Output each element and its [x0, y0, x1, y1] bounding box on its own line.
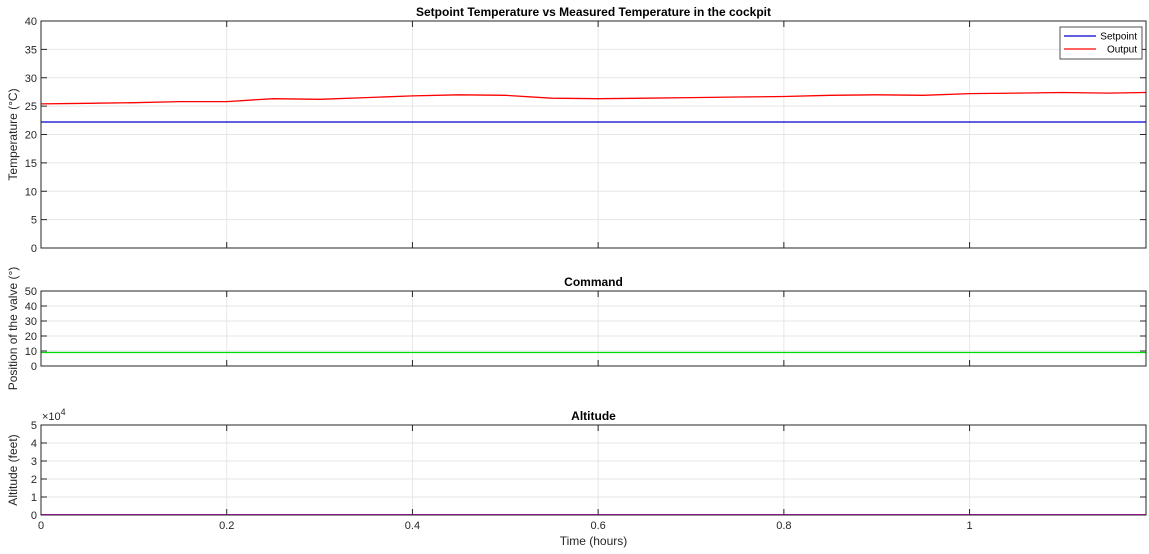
- y-exponent-label: ×104: [42, 407, 66, 423]
- y-axis-label: Position of the valve (°): [6, 267, 20, 391]
- y-tick-label: 5: [31, 215, 37, 227]
- plot-title: Altitude: [571, 409, 616, 423]
- y-tick-label: 3: [31, 456, 37, 468]
- y-tick-label: 1: [31, 492, 37, 504]
- plot-title: Setpoint Temperature vs Measured Tempera…: [416, 5, 771, 19]
- y-axis-label: Altitude (feet): [6, 434, 20, 505]
- legend-box: [1059, 26, 1143, 60]
- panel-3: 0 1 2 3 4 5 0 0.2 0.4 0.6 0.8 1 Altitude Altitude (fe…: [6, 407, 1147, 548]
- y-tick-label: 35: [25, 44, 37, 56]
- x-tick-label: 0.2: [219, 520, 234, 532]
- y-tick-label: 0: [31, 510, 37, 522]
- y-tick-label: 50: [25, 286, 37, 298]
- panel-2: 0 10 20 30 40 50 Command Position of the valve …: [6, 267, 1147, 391]
- x-tick-label: 0.8: [776, 520, 791, 532]
- y-tick-label: 25: [25, 101, 37, 113]
- y-tick-label: 2: [31, 474, 37, 486]
- plot-title: Command: [564, 275, 623, 289]
- x-tick-label: 0.6: [590, 520, 605, 532]
- y-tick-label: 10: [25, 346, 37, 358]
- y-tick-label: 30: [25, 316, 37, 328]
- x-tick-label: 0: [38, 520, 44, 532]
- y-tick-label: 40: [25, 16, 37, 28]
- y-tick-label: 40: [25, 301, 37, 313]
- y-tick-label: 5: [31, 420, 37, 432]
- y-axis-label: Temperature (°C): [6, 88, 20, 180]
- legend: Setpoint Output: [1059, 26, 1143, 60]
- y-tick-label: 20: [25, 130, 37, 142]
- series-line-output: [40, 91, 1147, 105]
- y-tick-label: 15: [25, 158, 37, 170]
- y-tick-label: 0: [31, 361, 37, 373]
- x-axis-label: Time (hours): [560, 534, 628, 548]
- axes-box: [40, 290, 1147, 367]
- y-tick-label: 30: [25, 73, 37, 85]
- y-tick-label: 10: [25, 186, 37, 198]
- x-tick-label: 0.4: [405, 520, 420, 532]
- panel-1: 0 5 10 15 20 25 30 35 40 Setpoint Temperature vs …: [6, 5, 1147, 255]
- legend-entry: Setpoint: [1100, 32, 1137, 43]
- y-tick-label: 4: [31, 438, 37, 450]
- legend-entry: Output: [1107, 45, 1137, 56]
- y-tick-label: 20: [25, 331, 37, 343]
- axes-box: [40, 424, 1147, 516]
- y-tick-label: 0: [31, 243, 37, 255]
- x-tick-label: 1: [967, 520, 973, 532]
